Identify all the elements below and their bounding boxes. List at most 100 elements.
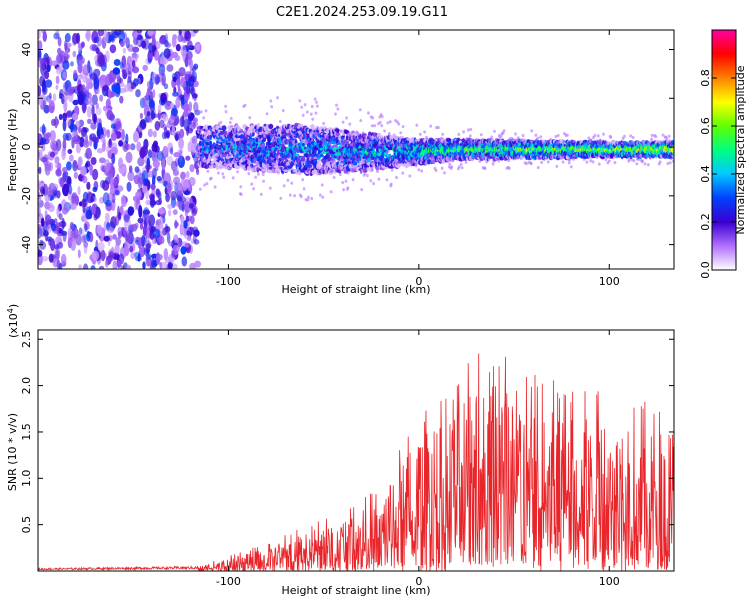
- spectrogram-cell: [290, 181, 294, 185]
- spectrogram-cell: [490, 135, 494, 139]
- spectrogram-cell: [321, 195, 325, 199]
- spectrogram-cell: [66, 86, 74, 96]
- spectrogram-cell: [186, 125, 190, 136]
- spectrogram-cell: [49, 99, 55, 107]
- spectrogram-cell: [168, 241, 174, 247]
- spectrogram-cell: [62, 60, 70, 70]
- spectrogram-cell: [138, 205, 143, 218]
- spectrogram-cell: [279, 196, 283, 200]
- spectrogram-cell: [286, 178, 290, 182]
- spectrogram-cell: [380, 115, 384, 119]
- spectrogram-cell: [110, 132, 117, 141]
- spectrogram-cell: [47, 223, 52, 234]
- spectrogram-cell: [159, 216, 164, 230]
- spectrogram-cell: [151, 151, 157, 159]
- spectrogram-cell: [72, 99, 79, 106]
- spectrogram-cell: [386, 121, 390, 125]
- spectrogram-cell: [38, 30, 41, 40]
- spectrogram-cell: [250, 125, 255, 129]
- spectrogram-cell: [43, 133, 50, 141]
- spectrogram-cell: [91, 250, 99, 261]
- spectrogram-cell: [173, 176, 181, 185]
- spectrogram-cell: [72, 112, 79, 121]
- spectrogram-cell: [38, 166, 42, 175]
- spectrogram-cell: [50, 140, 55, 150]
- spectrogram-cell: [73, 228, 79, 239]
- spectrogram-cell: [63, 99, 68, 113]
- spectrogram-cell: [188, 83, 195, 95]
- spectrogram-cell: [48, 253, 54, 263]
- spectrogram-cell: [39, 75, 46, 87]
- spectrogram-cell: [460, 166, 464, 170]
- spectrogram-cell: [443, 171, 446, 175]
- spectrogram-cell: [167, 203, 174, 210]
- spectrogram-cell: [177, 34, 184, 43]
- spectrogram-cell: [113, 59, 121, 66]
- spectrogram-cell: [228, 120, 232, 125]
- spectrogram-cell: [156, 151, 164, 161]
- spectrogram-cell: [180, 215, 185, 224]
- spectrogram-cell: [120, 194, 127, 207]
- spectrogram-cell: [109, 74, 113, 85]
- spectrogram-cell: [187, 40, 193, 49]
- spectrogram-cell: [49, 151, 56, 158]
- spectrogram-cell: [239, 185, 243, 189]
- spectrogram-cell: [257, 172, 260, 176]
- spectrogram-cell: [126, 264, 131, 269]
- spectrogram-cell: [163, 48, 171, 59]
- spectrogram-cell: [347, 171, 350, 175]
- spectrogram-cell: [106, 226, 115, 233]
- spectrogram-cell: [86, 106, 92, 118]
- spectrogram-cell: [181, 203, 185, 212]
- spectrogram-cell: [98, 157, 106, 164]
- spectrogram-cell: [440, 166, 444, 170]
- spectrogram-cell: [193, 101, 199, 113]
- spectrogram-cell: [373, 124, 376, 128]
- spectrogram-cell: [181, 195, 186, 201]
- spectrogram-cell: [320, 183, 324, 187]
- spectrogram-cell: [91, 136, 98, 143]
- spectrogram-cell: [314, 111, 318, 115]
- spectrogram-cell: [62, 71, 67, 80]
- spectrogram-cell: [502, 129, 506, 133]
- spectrogram-cell: [118, 30, 126, 42]
- spectrogram-cell: [196, 171, 200, 175]
- spectrogram-cell: [204, 109, 208, 113]
- spectrogram-cell: [174, 133, 179, 142]
- spectrogram-cell: [64, 33, 71, 43]
- spectrogram-cell: [151, 142, 158, 153]
- spectrogram-cell: [112, 177, 118, 186]
- spectrogram-cell: [89, 164, 93, 176]
- spectrogram-cell: [57, 36, 62, 47]
- spectrogram-cell: [276, 96, 279, 100]
- spectrogram-cell: [222, 175, 226, 179]
- spectrogram-cell: [529, 161, 533, 166]
- spectrogram-cell: [351, 178, 355, 182]
- spectrogram-cell: [40, 138, 47, 144]
- spectrogram-cell: [180, 77, 187, 88]
- spectrogram-cell: [171, 51, 179, 59]
- spectrogram-cell: [172, 91, 179, 97]
- spectrogram-plot: [38, 30, 674, 269]
- spectrogram-cell: [147, 86, 152, 95]
- spectrogram-cell: [141, 235, 146, 247]
- spectrogram-cell: [224, 104, 228, 108]
- spectrogram-cell: [215, 165, 220, 170]
- spectrogram-cell: [380, 124, 384, 128]
- spectrogram-cell: [148, 214, 156, 227]
- spectrogram-cell: [90, 196, 94, 203]
- spectrogram-cell: [84, 32, 90, 40]
- spectrogram-cell: [75, 142, 82, 154]
- spectrogram-cell: [429, 124, 433, 128]
- spectrogram-cell: [55, 75, 60, 85]
- spectrogram-cell: [348, 122, 352, 126]
- spectrogram-cell: [61, 217, 65, 230]
- spectrogram-cell: [370, 124, 374, 128]
- spectrogram-cell: [514, 132, 517, 136]
- spectrogram-cell: [269, 99, 273, 103]
- spectrogram-cell: [56, 168, 62, 176]
- spectrogram-cell: [193, 239, 200, 245]
- spectrogram-cell: [80, 166, 87, 176]
